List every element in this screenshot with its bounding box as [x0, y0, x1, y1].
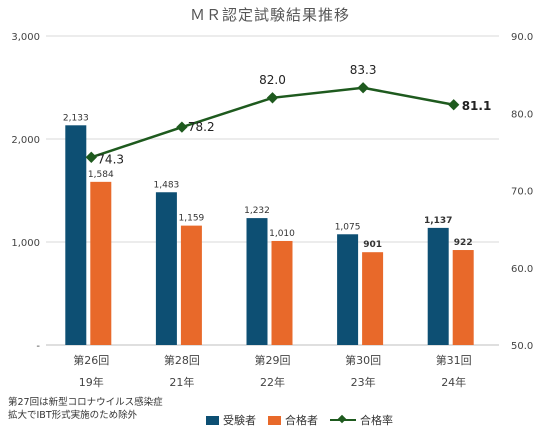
bar-data-label: 901	[363, 240, 382, 250]
y-right-tick-label: 50.0	[511, 341, 533, 352]
line-data-label: 74.3	[97, 152, 124, 166]
bar-data-label: 1,584	[88, 170, 114, 180]
legend-item-passers: 合格者	[268, 412, 318, 428]
y-right-tick-label: 90.0	[511, 32, 533, 43]
bar	[155, 192, 177, 345]
x-tick-sublabel: 23年	[351, 375, 376, 389]
line-marker	[176, 121, 188, 133]
x-tick-label: 第28回	[164, 353, 200, 367]
line-data-label: 82.0	[259, 73, 286, 87]
line-marker	[266, 92, 279, 104]
bar-data-label: 1,483	[154, 180, 180, 190]
legend-swatch	[206, 415, 219, 425]
x-tick-sublabel: 24年	[441, 375, 466, 389]
bar	[427, 227, 449, 345]
legend-item-pass-rate: 合格率	[330, 412, 393, 428]
footnote-line: 拡大でIBT形式実施のため除外	[8, 410, 138, 421]
bar-data-label: 1,137	[424, 216, 452, 226]
legend-item-examinees: 受験者	[206, 412, 256, 428]
bar-data-label: 1,010	[269, 229, 295, 239]
legend-label: 合格者	[285, 414, 318, 427]
legend-line-marker-icon	[330, 415, 356, 425]
bar-data-label: 922	[454, 238, 473, 248]
bar	[90, 181, 112, 345]
legend-label: 受験者	[223, 414, 256, 427]
y-right-tick-label: 80.0	[511, 109, 533, 120]
x-tick-sublabel: 21年	[169, 375, 194, 389]
line-marker	[85, 151, 97, 163]
x-tick-label: 第30回	[345, 353, 381, 367]
bar-data-label: 1,232	[244, 206, 270, 216]
y-left-tick-label: 2,000	[11, 135, 40, 146]
x-tick-label: 第29回	[255, 353, 291, 367]
bar	[452, 250, 474, 345]
bar	[180, 225, 202, 345]
y-right-tick-label: 60.0	[511, 264, 533, 275]
y-right-tick-label: 70.0	[511, 187, 533, 198]
bar	[337, 234, 359, 345]
bar	[271, 240, 293, 345]
line-marker	[448, 99, 460, 111]
x-tick-label: 第31回	[436, 353, 472, 367]
footnote-line: 第27回は新型コロナウイルス感染症	[8, 397, 163, 408]
footnote: 第27回は新型コロナウイルス感染症 拡大でIBT形式実施のため除外	[8, 396, 163, 422]
line-data-label: 78.2	[188, 120, 215, 134]
line-marker	[357, 82, 369, 94]
line-data-label: 83.3	[350, 63, 377, 77]
x-tick-label: 第26回	[73, 353, 109, 367]
bar-data-label: 2,133	[63, 113, 89, 123]
line-data-label: 81.1	[462, 99, 492, 113]
y-left-tick-label: 1,000	[11, 238, 40, 249]
x-tick-sublabel: 22年	[260, 375, 285, 389]
bar	[65, 125, 87, 346]
legend-label: 合格率	[360, 414, 393, 427]
y-left-tick-label: -	[36, 341, 40, 352]
bar-data-label: 1,159	[179, 214, 205, 224]
x-tick-sublabel: 19年	[79, 375, 104, 389]
bar	[246, 218, 268, 345]
legend: 受験者 合格者 合格率	[206, 412, 393, 428]
chart-title: ＭＲ認定試験結果推移	[189, 6, 350, 24]
legend-swatch	[268, 415, 281, 425]
y-left-tick-label: 3,000	[11, 32, 40, 43]
bar-data-label: 1,075	[335, 222, 361, 232]
bar	[362, 252, 384, 345]
